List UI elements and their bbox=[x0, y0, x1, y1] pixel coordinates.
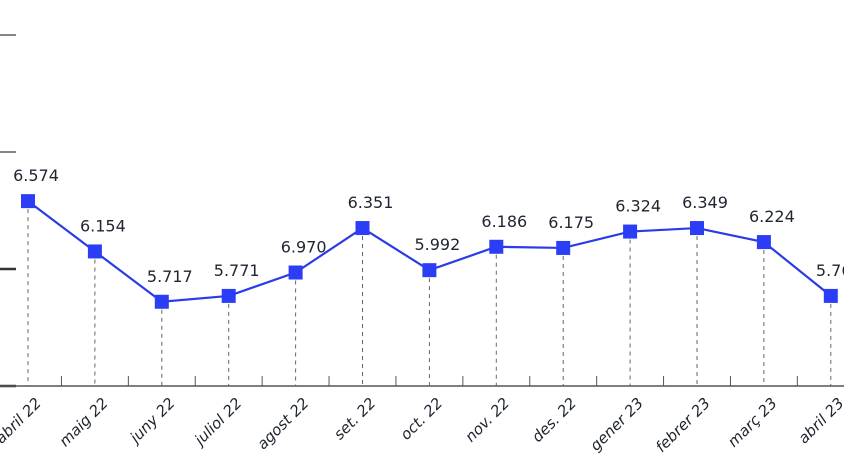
data-label: 6.154 bbox=[80, 216, 126, 235]
data-label: 6.349 bbox=[682, 193, 728, 212]
x-tick-label: abril 22 bbox=[0, 394, 45, 447]
data-point-marker bbox=[422, 263, 437, 278]
x-tick-label: set. 22 bbox=[330, 394, 379, 443]
data-label: 5.766 bbox=[816, 261, 844, 280]
data-label: 5.717 bbox=[147, 267, 193, 286]
data-point-marker bbox=[556, 240, 571, 255]
x-tick-label: març 23 bbox=[724, 394, 781, 451]
x-tick-label: nov. 22 bbox=[462, 394, 514, 446]
x-tick-label: juny 22 bbox=[125, 394, 179, 448]
data-label: 6.574 bbox=[13, 166, 59, 185]
data-point-marker bbox=[355, 221, 370, 236]
data-label: 5.992 bbox=[414, 235, 460, 254]
data-point-marker bbox=[489, 239, 504, 254]
x-tick-label: maig 22 bbox=[56, 394, 112, 450]
data-point-marker bbox=[21, 194, 35, 209]
data-label: 6.970 bbox=[281, 238, 327, 257]
x-tick-label: abril 23 bbox=[795, 394, 844, 447]
data-point-marker bbox=[623, 224, 638, 239]
x-tick-label: gener 23 bbox=[586, 394, 646, 454]
data-point-marker bbox=[154, 294, 169, 309]
data-point-marker bbox=[823, 288, 838, 303]
x-tick-label: oct. 22 bbox=[397, 394, 446, 443]
x-tick-label: febrer 23 bbox=[652, 394, 714, 456]
data-point-marker bbox=[756, 235, 771, 250]
data-label: 6.324 bbox=[615, 197, 661, 216]
data-point-marker bbox=[221, 288, 236, 303]
x-tick-label: des. 22 bbox=[528, 394, 580, 446]
x-tick-label: juliol 22 bbox=[190, 394, 246, 450]
data-label: 5.771 bbox=[214, 261, 260, 280]
x-tick-label: agost 22 bbox=[253, 394, 312, 453]
data-point-marker bbox=[690, 221, 704, 236]
data-label: 6.224 bbox=[749, 207, 795, 226]
data-label: 6.186 bbox=[481, 212, 527, 231]
data-label: 6.175 bbox=[548, 213, 594, 232]
data-label: 6.351 bbox=[348, 193, 394, 212]
data-point-marker bbox=[87, 244, 102, 259]
data-point-marker bbox=[288, 265, 303, 280]
